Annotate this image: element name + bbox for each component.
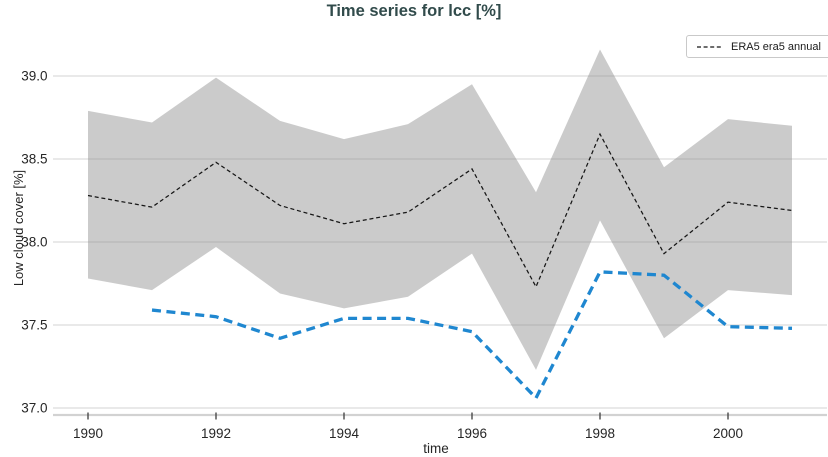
chart-title: Time series for lcc [%]	[326, 2, 502, 20]
uncertainty-band	[88, 49, 792, 370]
y-tick-label: 38.5	[21, 152, 47, 167]
y-tick-label: 38.0	[21, 235, 47, 250]
series-line-era5-era5-annual	[87, 132, 793, 289]
x-tick-label: 1990	[73, 426, 103, 441]
y-tick-label: 37.0	[21, 401, 47, 416]
y-tick-label: 37.5	[21, 318, 47, 333]
x-tick-label: 2000	[713, 426, 743, 441]
x-tick-label: 1994	[329, 426, 360, 441]
x-tick-label: 1992	[201, 426, 231, 441]
x-tick-label: 1996	[457, 426, 487, 441]
dashed-line-icon	[697, 45, 723, 48]
x-axis-label: time	[423, 441, 449, 456]
legend-label: ERA5 era5 annual	[731, 40, 821, 53]
y-tick-label: 39.0	[21, 69, 47, 84]
legend: ERA5 era5 annual	[686, 35, 828, 58]
series-line-unlabeled-blue-dashed-series	[151, 270, 793, 401]
x-tick-label: 1998	[585, 426, 615, 441]
